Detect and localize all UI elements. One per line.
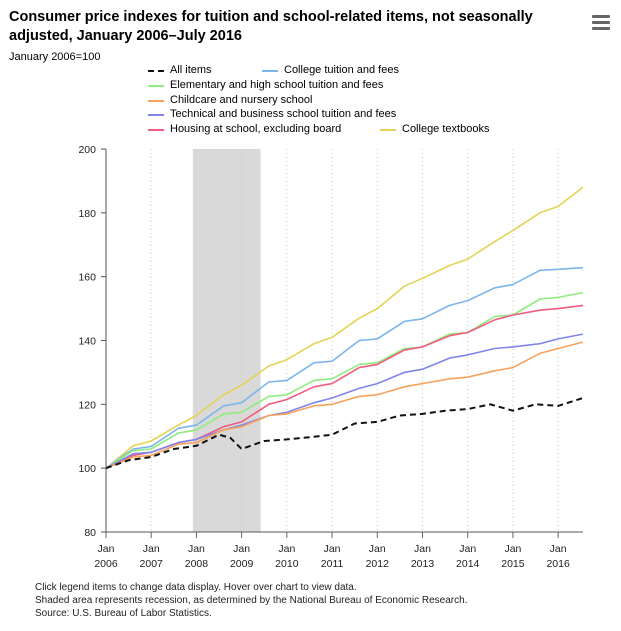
legend-swatch [380, 129, 396, 131]
legend-item-technical-business[interactable]: Technical and business school tuition an… [148, 108, 438, 122]
x-tick-label-month: Jan [459, 543, 476, 555]
x-tick-label-year: 2015 [501, 558, 525, 570]
legend-swatch [148, 129, 164, 131]
y-tick-label: 140 [78, 336, 96, 348]
x-tick-label-month: Jan [98, 543, 115, 555]
x-tick-label-year: 2007 [140, 558, 164, 570]
series-line-all-items[interactable] [105, 397, 584, 470]
x-tick-label-year: 2008 [185, 558, 209, 570]
legend-label: All items [170, 64, 212, 76]
x-tick-label-year: 2012 [366, 558, 390, 570]
series-line-college-tuition-and-fees[interactable] [105, 266, 584, 469]
x-tick-label-month: Jan [369, 543, 386, 555]
footer-note-source: Source: U.S. Bureau of Labor Statistics. [35, 608, 212, 619]
legend-label: College textbooks [402, 123, 490, 135]
legend-item-housing[interactable]: Housing at school, excluding board [148, 123, 378, 137]
legend-swatch [262, 70, 278, 72]
x-tick-label-month: Jan [414, 543, 431, 555]
x-tick-label-year: 2010 [275, 558, 299, 570]
chart-title: Consumer price indexes for tuition and s… [9, 9, 533, 44]
legend-item-all-items[interactable]: All items [148, 64, 258, 78]
series-line-technical-and-business-school-tuition-and-fees[interactable] [105, 333, 584, 469]
legend-swatch [148, 100, 164, 102]
chart-subtitle: January 2006=100 [9, 51, 101, 63]
legend-label: College tuition and fees [284, 64, 399, 76]
x-tick-label-month: Jan [504, 543, 521, 555]
x-tick-label-year: 2013 [411, 558, 435, 570]
legend-label: Technical and business school tuition an… [170, 108, 397, 120]
legend-swatch [148, 85, 164, 87]
y-tick-label: 80 [84, 527, 96, 539]
footer-note-recession: Shaded area represents recession, as det… [35, 595, 468, 606]
x-tick-label-month: Jan [278, 543, 295, 555]
legend-label: Elementary and high school tuition and f… [170, 79, 384, 91]
hamburger-menu-icon[interactable] [592, 15, 610, 31]
y-tick-label: 160 [78, 272, 96, 284]
legend-item-textbooks[interactable]: College textbooks [380, 123, 530, 137]
x-tick-label-month: Jan [233, 543, 250, 555]
recession-band [192, 149, 261, 532]
y-tick-label: 100 [78, 463, 96, 475]
x-tick-label-month: Jan [143, 543, 160, 555]
series-line-elementary-and-high-school-tuition-and-fees[interactable] [105, 291, 584, 469]
legend-label: Childcare and nursery school [170, 94, 313, 106]
x-tick-label-month: Jan [324, 543, 341, 555]
y-tick-label: 180 [78, 208, 96, 220]
x-tick-label-year: 2014 [456, 558, 480, 570]
y-tick-label: 200 [78, 144, 96, 156]
legend-swatch [148, 114, 164, 116]
y-tick-label: 120 [78, 399, 96, 411]
x-tick-label-year: 2009 [230, 558, 254, 570]
line-chart[interactable]: Jan 2006 Jan 2007 Jan 2008 Jan 2009 Jan 2010 Jan 20… [0, 0, 621, 580]
series-line-childcare-and-nursery-school[interactable] [105, 341, 584, 469]
legend-item-childcare[interactable]: Childcare and nursery school [148, 94, 348, 108]
x-tick-label-month: Jan [550, 543, 567, 555]
x-tick-label-year: 2011 [321, 558, 344, 570]
legend-swatch [148, 70, 164, 72]
legend-item-college-tuition[interactable]: College tuition and fees [262, 64, 442, 78]
legend-label: Housing at school, excluding board [170, 123, 342, 135]
footer-note-interaction: Click legend items to change data displa… [35, 582, 357, 593]
legend-item-elementary-high-school[interactable]: Elementary and high school tuition and f… [148, 79, 438, 93]
x-tick-label-month: Jan [188, 543, 205, 555]
x-tick-label-year: 2006 [94, 558, 118, 570]
series-line-college-textbooks[interactable] [105, 186, 584, 469]
x-tick-label-year: 2016 [546, 558, 570, 570]
